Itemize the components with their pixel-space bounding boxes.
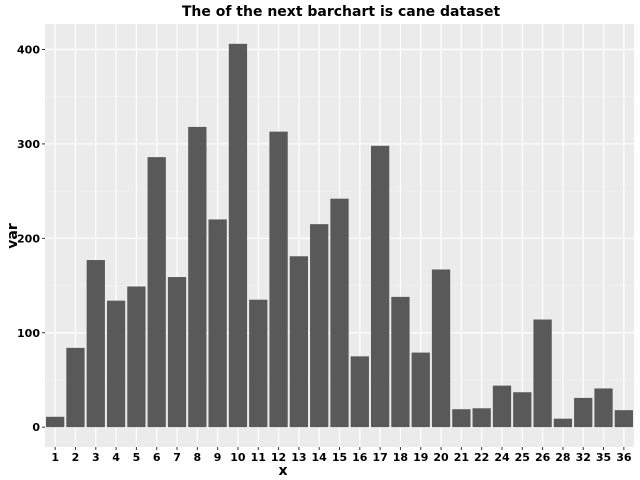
x-tick-label: 11 bbox=[251, 451, 266, 464]
x-tick-label: 24 bbox=[494, 451, 510, 464]
x-tick-label: 20 bbox=[433, 451, 449, 464]
bar-36 bbox=[614, 410, 633, 428]
bar-6 bbox=[147, 157, 166, 428]
bar-24 bbox=[492, 385, 512, 428]
bar-22 bbox=[472, 408, 491, 428]
bar-25 bbox=[513, 392, 532, 428]
x-tick-label: 17 bbox=[372, 451, 387, 464]
bars bbox=[46, 43, 633, 428]
bar-11 bbox=[249, 299, 268, 428]
bar-9 bbox=[208, 219, 227, 428]
bar-2 bbox=[66, 347, 85, 428]
bar-15 bbox=[330, 198, 349, 428]
bar-8 bbox=[188, 126, 207, 428]
x-tick-label: 2 bbox=[72, 451, 80, 464]
bar-28 bbox=[553, 418, 573, 428]
x-tick-label: 32 bbox=[576, 451, 591, 464]
x-tick-label: 21 bbox=[454, 451, 469, 464]
bar-13 bbox=[289, 256, 309, 428]
chart-title: The of the next barchart is cane dataset bbox=[182, 4, 501, 20]
x-tick-label: 10 bbox=[230, 451, 246, 464]
x-tick-label: 36 bbox=[616, 451, 632, 464]
x-axis-title: x bbox=[278, 463, 287, 479]
y-tick-label: 400 bbox=[17, 43, 40, 56]
x-tick-label: 12 bbox=[271, 451, 286, 464]
bar-21 bbox=[452, 409, 471, 428]
bar-16 bbox=[350, 356, 369, 428]
x-tick-label: 8 bbox=[193, 451, 201, 464]
x-tick-label: 3 bbox=[92, 451, 100, 464]
bar-20 bbox=[431, 269, 451, 428]
bar-26 bbox=[533, 319, 552, 428]
x-tick-label: 15 bbox=[332, 451, 347, 464]
x-tick-label: 25 bbox=[515, 451, 530, 464]
y-axis-ticks: 0 100 200 300 400 bbox=[17, 43, 45, 434]
y-axis-title: var bbox=[5, 223, 21, 249]
bar-32 bbox=[574, 397, 593, 428]
x-tick-label: 13 bbox=[291, 451, 306, 464]
x-tick-label: 35 bbox=[596, 451, 611, 464]
bar-10 bbox=[228, 43, 248, 428]
x-tick-label: 16 bbox=[352, 451, 368, 464]
y-tick-label: 100 bbox=[17, 327, 40, 340]
bar-4 bbox=[106, 300, 126, 428]
y-tick-label: 300 bbox=[17, 138, 40, 151]
x-tick-label: 7 bbox=[173, 451, 181, 464]
bar-18 bbox=[391, 296, 410, 428]
x-tick-label: 9 bbox=[214, 451, 222, 464]
bar-1 bbox=[46, 416, 65, 428]
x-tick-label: 19 bbox=[413, 451, 428, 464]
bar-35 bbox=[594, 388, 613, 428]
x-axis-ticks: 1 2 3 4 5 6 7 8 9 10 11 12 13 14 15 16 17 18 19 20 21 22 24 25 2… bbox=[51, 447, 632, 464]
x-tick-label: 18 bbox=[393, 451, 408, 464]
bar-12 bbox=[269, 131, 288, 428]
bar-7 bbox=[167, 277, 187, 428]
x-tick-label: 1 bbox=[51, 451, 59, 464]
x-tick-label: 6 bbox=[153, 451, 161, 464]
bar-19 bbox=[411, 352, 430, 428]
y-tick-label: 0 bbox=[32, 421, 40, 434]
x-tick-label: 14 bbox=[312, 451, 328, 464]
bar-17 bbox=[370, 145, 390, 428]
x-tick-label: 4 bbox=[112, 451, 120, 464]
y-tick-label: 200 bbox=[17, 232, 40, 245]
x-tick-label: 5 bbox=[133, 451, 141, 464]
bar-5 bbox=[127, 286, 146, 428]
bar-3 bbox=[86, 260, 105, 428]
x-tick-label: 22 bbox=[474, 451, 489, 464]
bar-14 bbox=[310, 224, 329, 428]
x-tick-label: 28 bbox=[555, 451, 570, 464]
x-tick-label: 26 bbox=[535, 451, 551, 464]
